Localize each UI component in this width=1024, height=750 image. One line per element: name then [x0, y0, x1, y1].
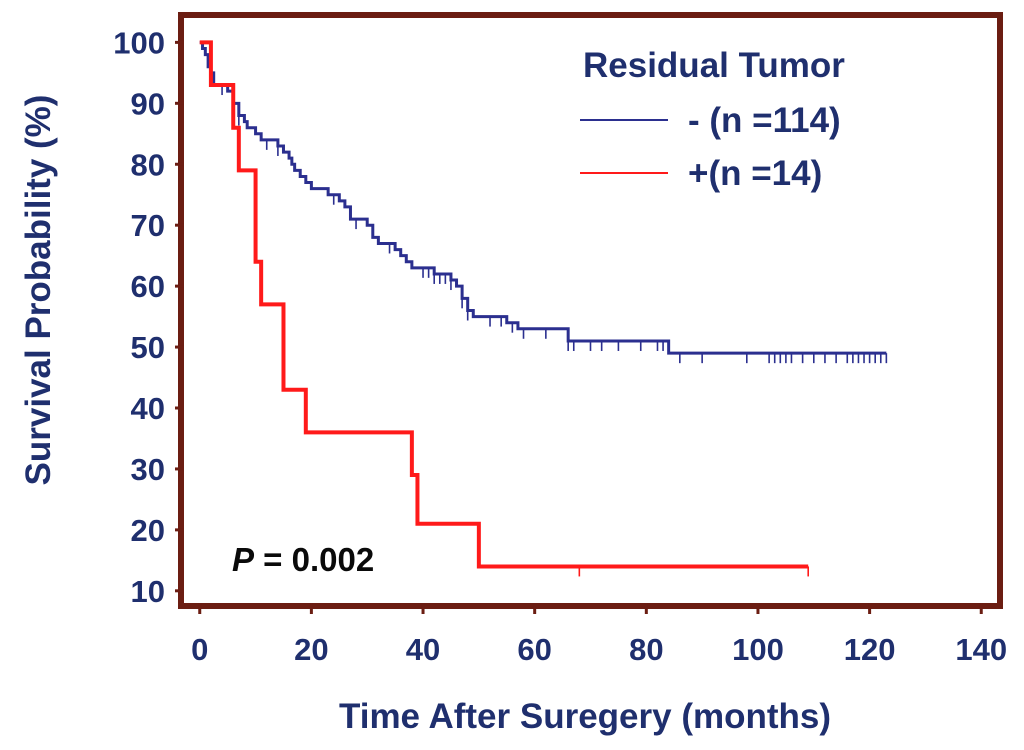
p-value-symbol: P — [232, 541, 255, 578]
y-axis-title: Survival Probability (%) — [19, 95, 58, 486]
y-tick-label: 10 — [131, 574, 165, 609]
y-tick-label: 100 — [113, 25, 165, 60]
x-tick-label: 100 — [732, 632, 784, 667]
y-tick-label: 60 — [131, 269, 165, 304]
y-tick-label: 80 — [131, 147, 165, 182]
x-tick-label: 80 — [629, 632, 663, 667]
legend-label-positive: +(n =14) — [688, 154, 822, 193]
y-tick-label: 90 — [131, 86, 165, 121]
x-axis-title: Time After Suregery (months) — [339, 697, 831, 736]
x-tick-label: 40 — [406, 632, 440, 667]
y-tick-label: 20 — [131, 513, 165, 548]
legend-label-negative: - (n =114) — [688, 101, 841, 140]
y-tick-label: 50 — [131, 330, 165, 365]
x-tick-label: 0 — [191, 632, 208, 667]
legend-title: Residual Tumor — [583, 46, 845, 85]
x-tick-label: 20 — [294, 632, 328, 667]
x-tick-label: 120 — [844, 632, 896, 667]
y-tick-label: 40 — [131, 391, 165, 426]
p-value-annotation: P = 0.002 — [232, 541, 374, 578]
y-tick-label: 30 — [131, 452, 165, 487]
x-tick-label: 60 — [517, 632, 551, 667]
p-value-text: = 0.002 — [254, 541, 374, 578]
survival-curve-positive — [199, 40, 809, 569]
x-tick-label: 140 — [955, 632, 1007, 667]
plot-frame — [178, 12, 1003, 609]
legend: Residual Tumor - (n =114) +(n =14) — [580, 46, 845, 193]
y-tick-label: 70 — [131, 208, 165, 243]
